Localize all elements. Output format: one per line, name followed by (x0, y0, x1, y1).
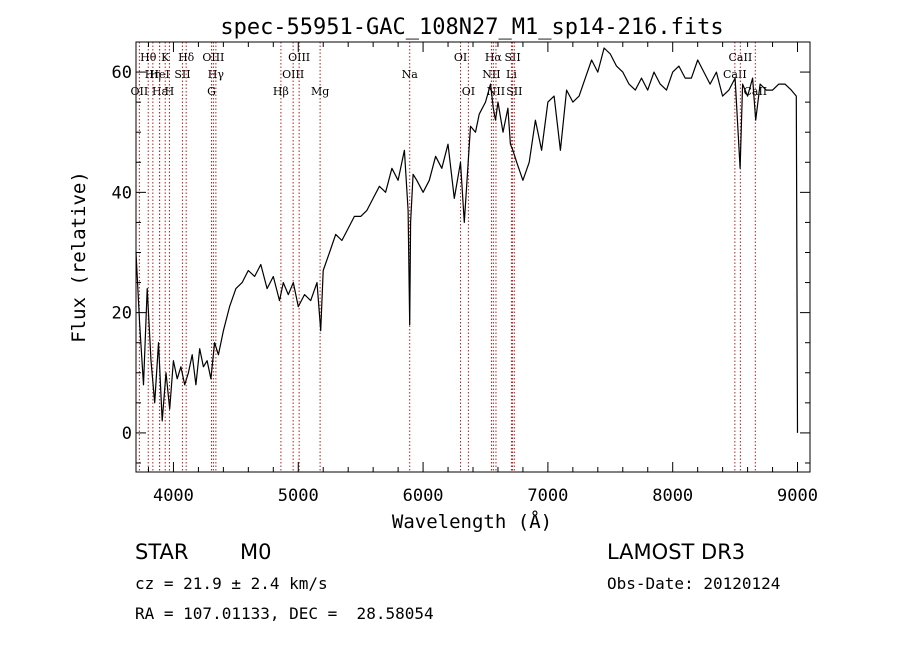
spectrum-series (135, 47, 799, 433)
spectral-subclass: M0 (240, 540, 272, 564)
object-class: STAR (135, 540, 189, 564)
marker-label-4: HeI (149, 68, 169, 81)
marker-label-24: SII (506, 85, 522, 98)
marker-label-13: OIII (282, 68, 304, 81)
marker-label-18: OI (462, 85, 475, 98)
marker-label-14: OIII (288, 51, 310, 64)
x-tick-label-5: 9000 (777, 486, 818, 506)
y-tick-label-0: 0 (122, 424, 132, 444)
marker-label-22: SII (504, 51, 520, 64)
marker-label-17: OI (454, 51, 467, 64)
x-tick-label-3: 7000 (527, 486, 568, 506)
marker-label-20: NII (482, 68, 500, 81)
spectrum-line (135, 47, 799, 433)
observation-date: Obs-Date: 20120124 (607, 574, 781, 593)
x-tick-label-0: 4000 (153, 486, 194, 506)
plot-frame (135, 41, 811, 473)
marker-label-19: Hα (485, 51, 503, 64)
x-tick-label-1: 5000 (278, 486, 319, 506)
marker-label-23: Li (506, 68, 517, 81)
axes: 4000 5000 6000 7000 8000 9000 0 20 40 60 (112, 41, 818, 506)
y-tick-label-3: 60 (112, 63, 132, 83)
marker-label-1: OII (131, 85, 149, 98)
redshift-velocity: cz = 21.9 ± 2.4 km/s (135, 574, 328, 593)
marker-label-5: K (161, 51, 170, 64)
marker-label-0: Hθ (140, 51, 157, 64)
marker-label-11: G (207, 85, 216, 98)
marker-label-10: Hγ (208, 68, 225, 81)
x-tick-label-4: 8000 (652, 486, 693, 506)
marker-label-12: Hβ (273, 85, 289, 98)
chart-title: spec-55951-GAC_108N27_M1_sp14-216.fits (220, 15, 723, 40)
coordinates: RA = 107.01133, DEC = 28.58054 (135, 604, 434, 623)
marker-label-2: Hη (145, 68, 161, 81)
x-tick-label-2: 6000 (403, 486, 444, 506)
marker-label-8: Hδ (178, 51, 195, 64)
marker-label-16: Na (402, 68, 419, 81)
marker-label-15: Mg (311, 85, 329, 98)
y-tick-label-2: 40 (112, 183, 132, 203)
y-tick-label-1: 20 (112, 304, 132, 324)
y-axis-label: Flux (relative) (68, 171, 90, 343)
survey-name: LAMOST DR3 (607, 540, 746, 564)
marker-label-26: CaII (729, 51, 753, 64)
marker-label-7: SII (174, 68, 190, 81)
x-axis-label: Wavelength (Å) (392, 510, 552, 533)
marker-label-6: H (165, 85, 175, 98)
marker-label-9: OIII (202, 51, 224, 64)
